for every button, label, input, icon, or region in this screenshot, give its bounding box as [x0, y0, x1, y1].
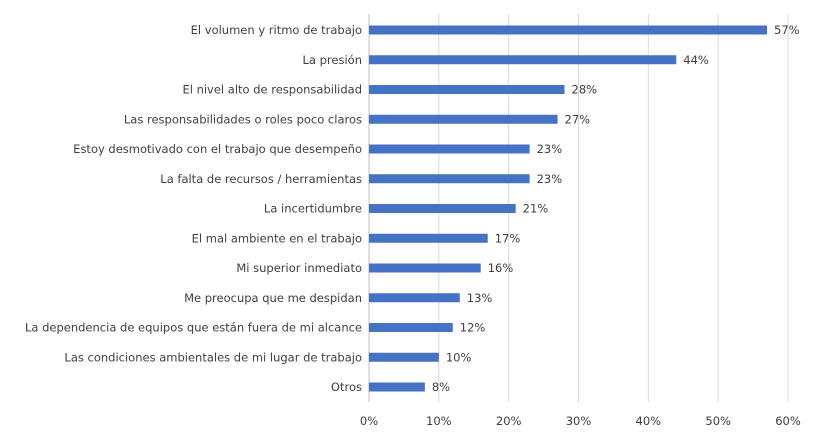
- data-label: 27%: [565, 112, 591, 126]
- data-label: 57%: [774, 23, 800, 37]
- data-label: 28%: [572, 83, 598, 97]
- bar: [369, 25, 768, 35]
- category-label: El volumen y ritmo de trabajo: [191, 23, 362, 37]
- category-label: Otros: [331, 380, 362, 394]
- data-label: 12%: [460, 321, 486, 335]
- data-label: 21%: [523, 202, 549, 216]
- bar: [369, 263, 481, 273]
- category-label: La falta de recursos / herramientas: [160, 172, 362, 186]
- x-tick-label: 40%: [636, 414, 662, 428]
- category-label: El nivel alto de responsabilidad: [182, 83, 362, 97]
- bars: [369, 25, 768, 392]
- bar: [369, 382, 425, 392]
- bar: [369, 55, 677, 65]
- data-label: 8%: [432, 380, 450, 394]
- category-label: Me preocupa que me despidan: [184, 291, 362, 305]
- category-label: La incertidumbre: [264, 202, 362, 216]
- category-label: Las responsabilidades o roles poco claro…: [124, 112, 362, 126]
- data-labels: 57% 44% 28% 27% 23% 23% 21% 17% 16% 13% 12% 10% 8%: [432, 23, 800, 394]
- data-label: 16%: [488, 261, 514, 275]
- bar: [369, 352, 439, 362]
- data-label: 17%: [495, 231, 521, 245]
- bar: [369, 293, 460, 303]
- bar: [369, 114, 558, 124]
- bar: [369, 204, 516, 213]
- bar: [369, 144, 530, 154]
- category-label: Las condiciones ambientales de mi lugar …: [64, 350, 362, 364]
- bar: [369, 174, 530, 184]
- x-axis-tick-labels: 0% 10% 20% 30% 40% 50% 60%: [360, 414, 801, 428]
- x-tick-label: 50%: [705, 414, 731, 428]
- x-tick-label: 20%: [496, 414, 522, 428]
- category-labels: El volumen y ritmo de trabajo La presión E…: [25, 23, 362, 394]
- category-label: La dependencia de equipos que están fuer…: [25, 321, 362, 335]
- data-label: 10%: [446, 350, 472, 364]
- bar: [369, 85, 565, 94]
- category-label: La presión: [303, 53, 362, 67]
- data-label: 23%: [537, 142, 563, 156]
- bar: [369, 233, 488, 243]
- x-tick-label: 0%: [360, 414, 378, 428]
- data-label: 13%: [467, 291, 493, 305]
- x-tick-label: 60%: [775, 414, 801, 428]
- data-label: 23%: [537, 172, 563, 186]
- category-label: Mi superior inmediato: [236, 261, 362, 275]
- category-label: El mal ambiente en el trabajo: [192, 231, 362, 245]
- x-tick-label: 10%: [426, 414, 452, 428]
- x-tick-label: 30%: [566, 414, 592, 428]
- data-label: 44%: [683, 53, 709, 67]
- category-label: Estoy desmotivado con el trabajo que des…: [73, 142, 362, 156]
- bar: [369, 323, 453, 332]
